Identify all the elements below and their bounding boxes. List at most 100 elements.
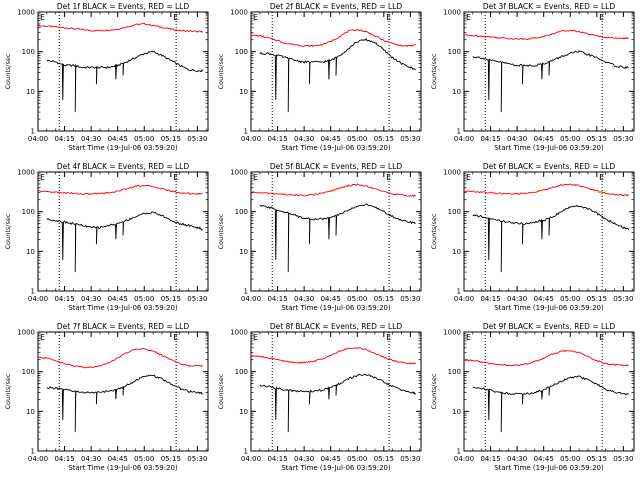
x-tick-label: 05:30 xyxy=(187,455,207,463)
y-axis-title: Counts/sec xyxy=(430,53,438,89)
detector-panel-1: Det 1f BLACK = Events, RED = LLD 1 10 100 10… xyxy=(4,2,209,152)
events-series-line xyxy=(472,375,629,433)
x-tick-label: 04:00 xyxy=(28,295,48,303)
x-tick-label: 04:00 xyxy=(241,295,261,303)
event-marker-label: E xyxy=(173,333,178,342)
lld-series-line xyxy=(250,183,416,198)
plot-frame xyxy=(250,11,422,132)
x-axis-title: Start Time (19-Jul-06 03:59:20) xyxy=(281,144,391,152)
x-tick-label: 04:00 xyxy=(454,455,474,463)
y-tick-label: 100 xyxy=(235,208,248,216)
y-tick-label: 1 xyxy=(457,288,461,296)
y-tick-label: 1000 xyxy=(443,169,461,177)
x-tick-label: 04:45 xyxy=(321,135,341,143)
events-series-line xyxy=(472,50,629,113)
y-tick-label: 1000 xyxy=(230,329,248,337)
x-tick-label: 04:15 xyxy=(54,295,74,303)
x-tick-label: 05:00 xyxy=(560,455,580,463)
y-tick-label: 1 xyxy=(457,128,461,136)
event-marker-label: E xyxy=(466,173,471,182)
x-tick-label: 04:45 xyxy=(108,455,128,463)
y-tick-label: 100 xyxy=(235,368,248,376)
x-axis-title: Start Time (19-Jul-06 03:59:20) xyxy=(494,464,604,472)
detector-panel-2: Det 2f BLACK = Events, RED = LLD 1 10 100 10… xyxy=(217,2,422,152)
event-marker-label: E xyxy=(253,173,258,182)
y-tick-label: 10 xyxy=(452,408,461,416)
x-tick-label: 04:45 xyxy=(321,295,341,303)
x-tick-label: 05:00 xyxy=(134,135,154,143)
x-tick-label: 05:00 xyxy=(134,295,154,303)
y-tick-label: 10 xyxy=(452,248,461,256)
chart-title: Det 2f BLACK = Events, RED = LLD xyxy=(270,2,403,11)
x-tick-label: 04:00 xyxy=(454,295,474,303)
y-tick-label: 10 xyxy=(239,408,248,416)
chart-title: Det 4f BLACK = Events, RED = LLD xyxy=(57,162,190,171)
x-tick-label: 05:15 xyxy=(161,135,181,143)
x-axis-title: Start Time (19-Jul-06 03:59:20) xyxy=(281,464,391,472)
plot-frame xyxy=(463,11,635,132)
y-tick-label: 1 xyxy=(244,448,248,456)
y-tick-label: 1000 xyxy=(17,9,35,17)
event-marker-label: E xyxy=(173,13,178,22)
x-tick-label: 05:15 xyxy=(161,455,181,463)
x-tick-label: 04:45 xyxy=(534,135,554,143)
x-axis-title: Start Time (19-Jul-06 03:59:20) xyxy=(68,144,178,152)
detector-panel-3: Det 3f BLACK = Events, RED = LLD 1 10 100 10… xyxy=(430,2,635,152)
x-tick-label: 04:15 xyxy=(267,295,287,303)
x-tick-label: 05:30 xyxy=(400,295,420,303)
y-tick-label: 100 xyxy=(448,208,461,216)
y-tick-label: 100 xyxy=(448,48,461,56)
x-tick-label: 04:30 xyxy=(507,455,527,463)
lld-series-line xyxy=(37,347,203,369)
detector-panel-7: Det 7f BLACK = Events, RED = LLD 1 10 100 10… xyxy=(4,322,209,472)
plot-frame xyxy=(37,331,209,452)
x-tick-label: 04:30 xyxy=(294,135,314,143)
x-tick-label: 04:15 xyxy=(267,135,287,143)
event-marker-label: E xyxy=(253,13,258,22)
y-axis-title: Counts/sec xyxy=(4,213,12,249)
chart-title: Det 8f BLACK = Events, RED = LLD xyxy=(270,322,403,331)
chart-title: Det 6f BLACK = Events, RED = LLD xyxy=(483,162,616,171)
y-tick-label: 1 xyxy=(31,288,35,296)
x-tick-label: 04:45 xyxy=(534,455,554,463)
y-tick-label: 100 xyxy=(235,48,248,56)
x-tick-label: 05:15 xyxy=(587,295,607,303)
lld-series-line xyxy=(464,29,629,40)
x-tick-label: 05:15 xyxy=(374,295,394,303)
x-tick-label: 05:15 xyxy=(587,135,607,143)
x-tick-label: 05:30 xyxy=(613,455,633,463)
detector-panel-9: Det 9f BLACK = Events, RED = LLD 1 10 100 10… xyxy=(430,322,635,472)
y-axis-title: Counts/sec xyxy=(430,213,438,249)
x-tick-label: 05:30 xyxy=(613,295,633,303)
x-tick-label: 05:30 xyxy=(613,135,633,143)
x-axis-title: Start Time (19-Jul-06 03:59:20) xyxy=(281,304,391,312)
chart-title: Det 3f BLACK = Events, RED = LLD xyxy=(483,2,616,11)
x-tick-label: 04:00 xyxy=(241,135,261,143)
y-tick-label: 10 xyxy=(239,88,248,96)
y-tick-label: 100 xyxy=(448,368,461,376)
x-tick-label: 04:00 xyxy=(241,455,261,463)
y-tick-label: 10 xyxy=(452,88,461,96)
event-marker-label: E xyxy=(386,333,391,342)
lld-series-line xyxy=(463,183,629,197)
plot-frame xyxy=(250,171,422,292)
events-series-line xyxy=(46,50,204,113)
x-tick-label: 05:00 xyxy=(560,135,580,143)
x-tick-label: 05:00 xyxy=(347,295,367,303)
x-tick-label: 05:15 xyxy=(374,455,394,463)
y-tick-label: 1000 xyxy=(230,9,248,17)
events-series-line xyxy=(259,373,416,433)
event-marker-label: E xyxy=(599,13,604,22)
x-tick-label: 05:30 xyxy=(187,135,207,143)
x-tick-label: 04:15 xyxy=(480,135,500,143)
x-tick-label: 04:45 xyxy=(321,455,341,463)
x-tick-label: 04:30 xyxy=(507,295,527,303)
x-tick-label: 04:45 xyxy=(108,135,128,143)
event-marker-label: E xyxy=(466,13,471,22)
chart-title: Det 9f BLACK = Events, RED = LLD xyxy=(483,322,616,331)
y-tick-label: 100 xyxy=(22,368,35,376)
event-marker-label: E xyxy=(599,173,604,182)
plot-frame xyxy=(463,331,635,452)
y-axis-title: Counts/sec xyxy=(217,53,225,89)
x-tick-label: 04:30 xyxy=(81,455,101,463)
